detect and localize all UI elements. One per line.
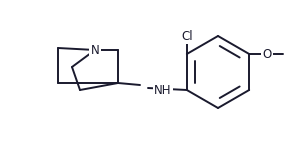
- Text: N: N: [91, 44, 99, 56]
- Text: NH: NH: [154, 83, 172, 96]
- Text: O: O: [263, 47, 272, 61]
- Text: Cl: Cl: [181, 30, 193, 42]
